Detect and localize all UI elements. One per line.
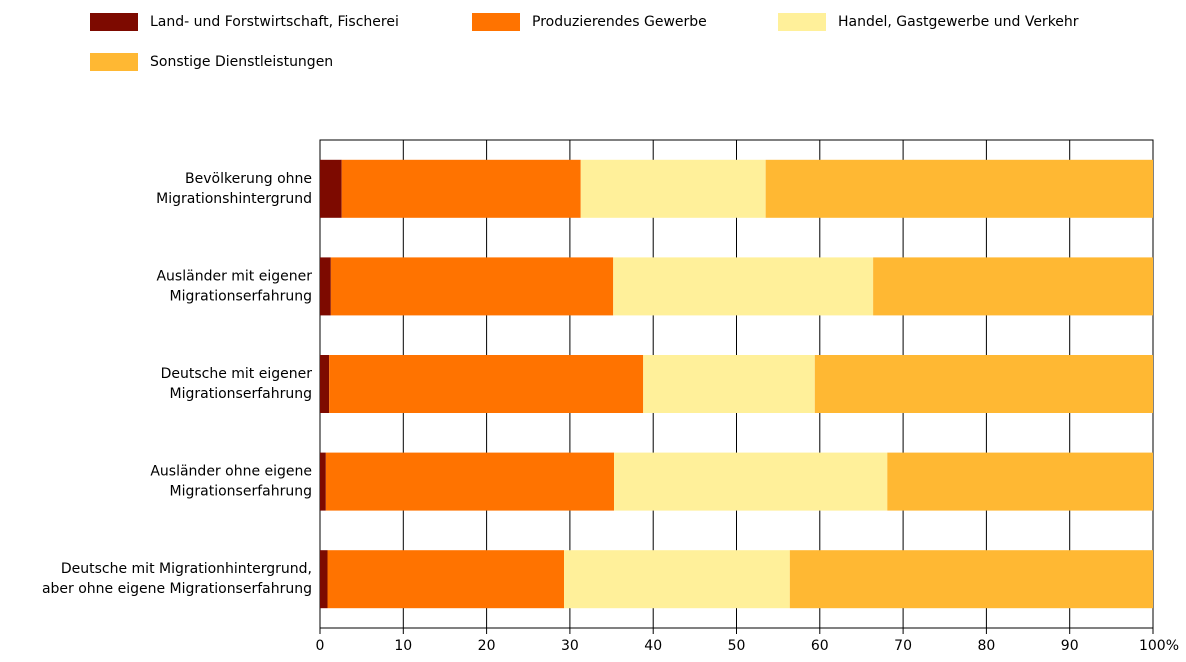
- bar-segment: [320, 257, 331, 316]
- legend-swatch: [472, 13, 520, 31]
- bar-segment: [325, 452, 615, 511]
- bar-segment: [643, 355, 815, 413]
- y-tick-label: Ausländer mit eigener Migrationserfahrung: [156, 268, 312, 304]
- y-tick-label-line: Migrationserfahrung: [170, 386, 312, 402]
- x-tick-label: 100%: [1139, 638, 1179, 654]
- y-tick-label-line: Migrationshintergrund: [156, 191, 312, 207]
- x-tick-label: 40: [644, 638, 662, 654]
- legend-swatch: [90, 13, 138, 31]
- bar-segment: [330, 257, 614, 316]
- y-tick-label: Deutsche mit eigener Migrationserfahrung: [161, 366, 313, 402]
- bar-segment: [613, 257, 874, 316]
- x-tick-label: 80: [977, 638, 995, 654]
- y-tick-label-line: Migrationserfahrung: [170, 484, 312, 500]
- y-tick-label-line: Ausländer mit eigener: [156, 268, 312, 284]
- x-tick-label: 0: [316, 638, 325, 654]
- x-tick-label: 70: [894, 638, 912, 654]
- x-tick-label: 20: [478, 638, 496, 654]
- y-tick-label: Bevölkerung ohne Migrationshintergrund: [156, 171, 312, 207]
- bar-segment: [327, 550, 565, 609]
- y-tick-label-line: Deutsche mit eigener: [161, 366, 313, 382]
- y-tick-label-line: Deutsche mit Migrationhintergrund,: [61, 561, 312, 577]
- bar-segment: [564, 550, 790, 609]
- y-tick-label: Deutsche mit Migrationhintergrund, aber o…: [42, 561, 312, 597]
- legend-label: Sonstige Dienstleistungen: [150, 54, 333, 70]
- x-tick-label: 90: [1061, 638, 1079, 654]
- y-tick-label-line: Migrationserfahrung: [170, 288, 312, 304]
- bar-segment: [580, 159, 766, 218]
- bar-segment: [789, 550, 1153, 609]
- legend-label: Land- und Forstwirtschaft, Fischerei: [150, 14, 399, 30]
- bar-segment: [887, 452, 1153, 511]
- y-tick-label-line: Bevölkerung ohne: [185, 171, 312, 187]
- bar-segment: [329, 355, 644, 413]
- bar-segment: [320, 159, 342, 218]
- bar-segment: [341, 159, 581, 218]
- legend-swatch: [778, 13, 826, 31]
- bar-segment: [765, 159, 1153, 218]
- y-tick-label-line: Ausländer ohne eigene: [150, 464, 312, 480]
- bar-segment: [873, 257, 1153, 316]
- x-tick-label: 30: [561, 638, 579, 654]
- legend-swatch: [90, 53, 138, 71]
- bar-segment: [320, 355, 330, 413]
- legend-label: Produzierendes Gewerbe: [532, 14, 707, 30]
- y-tick-label: Ausländer ohne eigene Migrationserfahrung: [150, 464, 312, 500]
- bar-segment: [814, 355, 1153, 413]
- x-tick-label: 50: [728, 638, 746, 654]
- y-tick-label-line: aber ohne eigene Migrationserfahrung: [42, 581, 312, 597]
- bar-segment: [614, 452, 888, 511]
- bar-segment: [320, 452, 326, 511]
- x-tick-label: 60: [811, 638, 829, 654]
- x-tick-label: 10: [394, 638, 412, 654]
- legend-label: Handel, Gastgewerbe und Verkehr: [838, 14, 1079, 30]
- bar-segment: [320, 550, 328, 609]
